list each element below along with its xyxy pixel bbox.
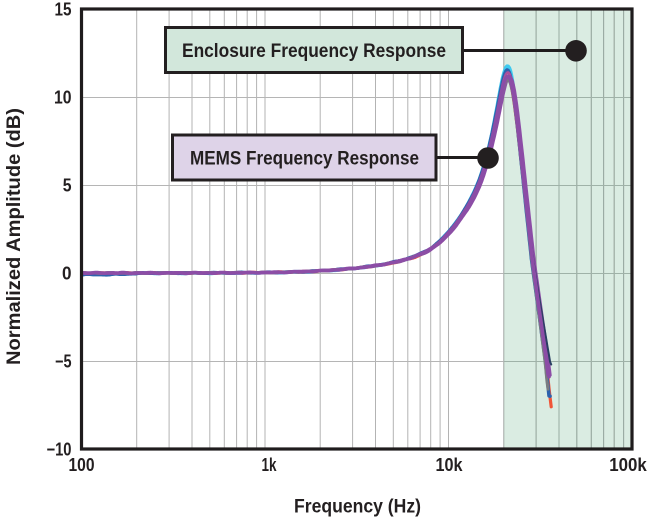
svg-text:100k: 100k — [609, 455, 647, 475]
svg-text:1k: 1k — [262, 455, 278, 475]
svg-text:Enclosure Frequency Response: Enclosure Frequency Response — [182, 41, 446, 62]
svg-text:10k: 10k — [436, 455, 464, 475]
svg-text:Frequency (Hz): Frequency (Hz) — [294, 497, 421, 518]
svg-text:Normalized Amplitude (dB): Normalized Amplitude (dB) — [4, 108, 25, 365]
svg-text:100: 100 — [69, 455, 95, 475]
svg-text:10: 10 — [54, 87, 72, 107]
svg-text:0: 0 — [62, 263, 72, 283]
svg-text:−10: −10 — [47, 439, 72, 459]
svg-text:−5: −5 — [55, 351, 72, 371]
svg-text:15: 15 — [55, 0, 72, 19]
svg-text:5: 5 — [63, 175, 72, 195]
svg-text:MEMS Frequency Response: MEMS Frequency Response — [190, 149, 419, 170]
